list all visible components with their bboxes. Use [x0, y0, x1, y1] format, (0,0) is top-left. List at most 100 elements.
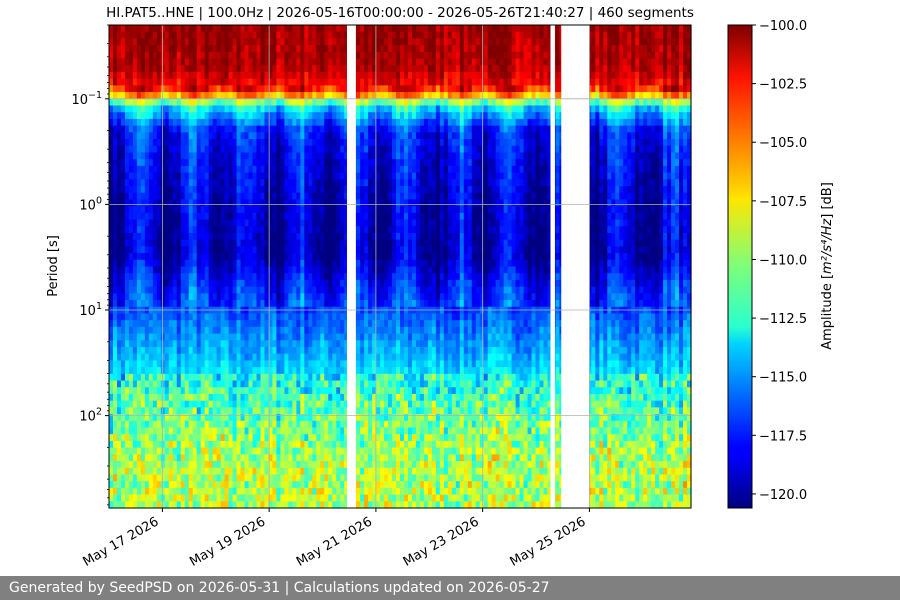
heatmap-cell	[376, 45, 381, 53]
heatmap-cell	[152, 487, 158, 496]
heatmap-cell	[208, 239, 214, 247]
heatmap-cell	[208, 45, 214, 53]
heatmap-cell	[380, 407, 385, 415]
heatmap-cell	[316, 461, 321, 469]
heatmap-cell	[128, 219, 134, 227]
heatmap-cell	[120, 118, 126, 127]
heatmap-cell	[332, 474, 337, 482]
heatmap-cell	[376, 92, 381, 100]
heatmap-cell	[220, 51, 226, 60]
heatmap-cell	[240, 440, 246, 449]
heatmap-cell	[208, 25, 214, 33]
heatmap-cell	[276, 440, 282, 449]
heatmap-cell	[109, 427, 114, 435]
heatmap-cell	[200, 306, 206, 315]
heatmap-cell	[236, 447, 242, 455]
heatmap-cell	[152, 326, 158, 335]
heatmap-cell	[160, 474, 166, 482]
heatmap-cell	[176, 474, 182, 482]
heatmap-cell	[216, 51, 222, 60]
heatmap-cell	[308, 481, 313, 489]
heatmap-cell	[332, 454, 337, 462]
heatmap-cell	[276, 467, 282, 476]
heatmap-cell	[280, 306, 285, 315]
heatmap-cell	[376, 226, 381, 234]
heatmap-cell	[180, 165, 186, 174]
heatmap-cell	[192, 25, 198, 33]
heatmap-cell	[192, 45, 198, 53]
heatmap-cell	[308, 447, 313, 455]
heatmap-cell	[208, 367, 214, 375]
heatmap-cell	[192, 320, 198, 328]
heatmap-cell	[184, 373, 190, 382]
heatmap-cell	[252, 447, 258, 455]
heatmap-cell	[316, 286, 321, 294]
heatmap-cell	[384, 58, 389, 66]
heatmap-cell	[164, 300, 170, 308]
heatmap-cell	[148, 360, 154, 368]
heatmap-cell	[356, 347, 361, 355]
heatmap-cell	[328, 340, 333, 348]
heatmap-cell	[124, 454, 130, 462]
heatmap-cell	[184, 259, 190, 268]
heatmap-cell	[312, 78, 317, 86]
heatmap-cell	[220, 300, 226, 308]
heatmap-cell	[308, 347, 313, 355]
heatmap-cell	[168, 420, 174, 429]
heatmap-cell	[232, 145, 238, 154]
heatmap-cell	[228, 65, 234, 73]
heatmap-cell	[160, 353, 166, 362]
heatmap-cell	[264, 461, 270, 469]
heatmap-cell	[316, 467, 321, 476]
heatmap-cell	[384, 105, 389, 113]
heatmap-cell	[160, 38, 166, 46]
heatmap-cell	[368, 367, 373, 375]
heatmap-cell	[112, 58, 118, 66]
heatmap-cell	[380, 259, 385, 268]
heatmap-cell	[244, 45, 250, 53]
heatmap-cell	[140, 286, 146, 294]
heatmap-cell	[109, 51, 114, 60]
heatmap-cell	[272, 105, 278, 113]
heatmap-cell	[272, 494, 278, 502]
heatmap-cell	[136, 78, 142, 86]
heatmap-cell	[264, 293, 270, 301]
heatmap-cell	[220, 226, 226, 234]
heatmap-cell	[212, 186, 218, 194]
heatmap-cell	[109, 333, 114, 341]
heatmap-cell	[176, 266, 182, 274]
heatmap-cell	[252, 279, 258, 288]
heatmap-cell	[380, 461, 385, 469]
heatmap-cell	[188, 494, 194, 502]
heatmap-cell	[372, 454, 377, 462]
heatmap-cell	[184, 206, 190, 214]
heatmap-cell	[228, 347, 234, 355]
heatmap-cell	[216, 440, 222, 449]
heatmap-cell	[192, 118, 198, 127]
heatmap-cell	[192, 71, 198, 80]
heatmap-cell	[116, 266, 122, 274]
heatmap-cell	[360, 246, 365, 254]
heatmap-cell	[220, 179, 226, 187]
heatmap-cell	[236, 246, 242, 254]
heatmap-cell	[228, 340, 234, 348]
heatmap-cell	[216, 92, 222, 100]
heatmap-cell	[204, 373, 210, 382]
heatmap-cell	[236, 206, 242, 214]
heatmap-cell	[344, 192, 349, 201]
heatmap-cell	[208, 179, 214, 187]
heatmap-cell	[300, 105, 305, 113]
heatmap-cell	[136, 279, 142, 288]
heatmap-cell	[272, 373, 278, 382]
heatmap-cell	[172, 38, 178, 46]
heatmap-cell	[180, 266, 186, 274]
heatmap-cell	[200, 347, 206, 355]
heatmap-cell	[232, 407, 238, 415]
heatmap-cell	[172, 320, 178, 328]
heatmap-cell	[140, 179, 146, 187]
heatmap-cell	[260, 65, 266, 73]
heatmap-cell	[296, 25, 301, 33]
heatmap-cell	[188, 239, 194, 247]
heatmap-cell	[324, 253, 329, 261]
heatmap-cell	[208, 494, 214, 502]
